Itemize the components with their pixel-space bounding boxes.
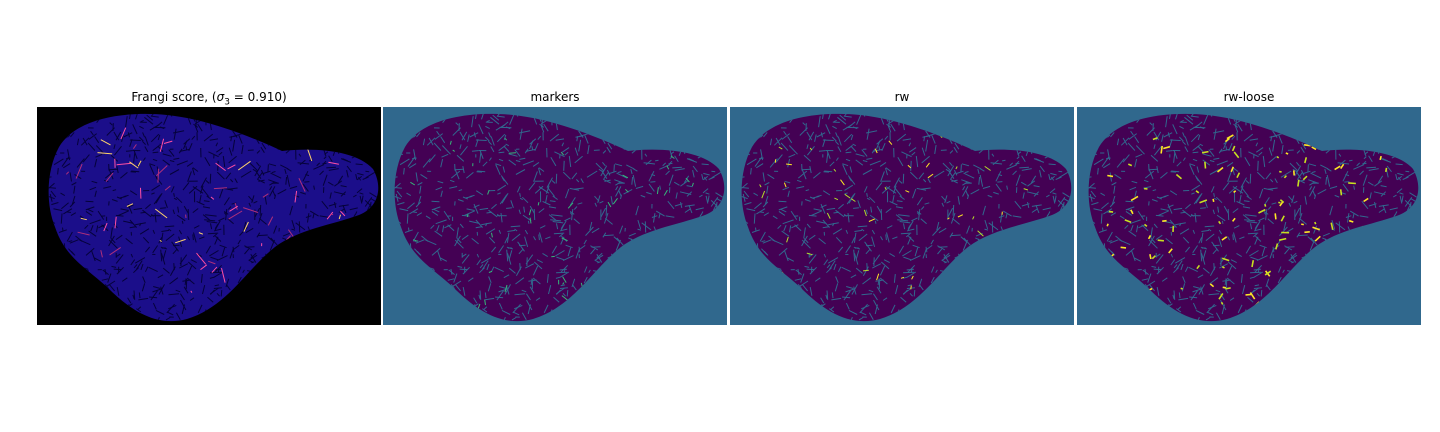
frangi-title-prefix: Frangi score, ( bbox=[131, 90, 217, 104]
frangi-panel-title: Frangi score, (σ3 = 0.910) bbox=[37, 89, 381, 108]
frangi-title-subscript: 3 bbox=[224, 97, 230, 108]
frangi-tissue-blob bbox=[48, 113, 379, 322]
rw-panel bbox=[730, 107, 1074, 325]
rw-tissue-blob bbox=[741, 113, 1072, 322]
markers-svg bbox=[383, 107, 727, 325]
rw-svg bbox=[730, 107, 1074, 325]
frangi-svg bbox=[37, 107, 381, 325]
frangi-panel bbox=[37, 107, 381, 325]
rw-panel-title: rw bbox=[894, 90, 910, 104]
frangi-title-suffix: = 0.910) bbox=[229, 90, 287, 104]
rw-loose-svg bbox=[1077, 107, 1421, 325]
frangi-title-sigma: σ bbox=[216, 90, 225, 104]
rw-image bbox=[730, 107, 1074, 325]
rw-loose-image bbox=[1077, 107, 1421, 325]
rw-loose-tissue-blob bbox=[1088, 113, 1419, 322]
rw-loose-panel-title: rw-loose bbox=[1223, 90, 1275, 104]
markers-panel-title: markers bbox=[530, 90, 580, 104]
markers-panel bbox=[383, 107, 727, 325]
frangi-image bbox=[37, 107, 381, 325]
rw-loose-panel bbox=[1077, 107, 1421, 325]
markers-tissue-blob bbox=[394, 113, 725, 322]
markers-image bbox=[383, 107, 727, 325]
